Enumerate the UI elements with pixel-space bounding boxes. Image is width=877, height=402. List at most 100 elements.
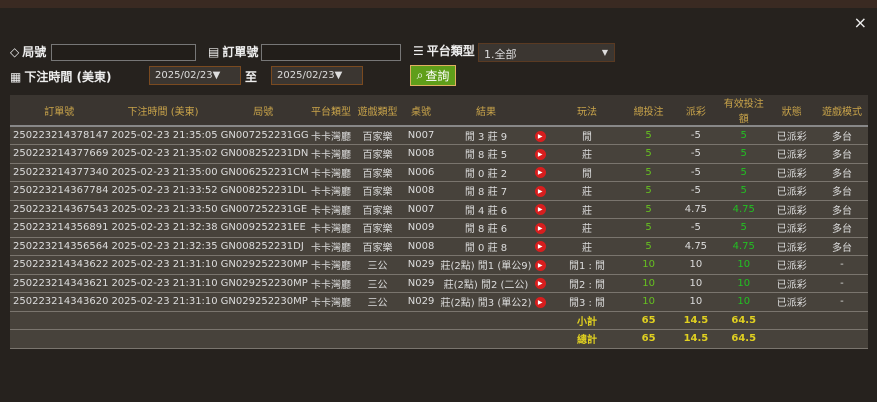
cell: 10 <box>625 274 673 293</box>
play-video-icon[interactable]: ▶ <box>534 222 546 234</box>
cell: 10 <box>625 292 673 312</box>
cell: 莊(2點) 閒3 (單公2) <box>440 292 532 312</box>
cell: GN009252231EE <box>217 218 309 238</box>
total-row: 總計 65 14.5 64.5 <box>10 329 868 349</box>
table-row: 250223214343620 2025-02-23 21:31:10 GN0292… <box>10 292 868 312</box>
cell: 多台 <box>815 163 868 182</box>
play-video-icon[interactable]: ▶ <box>534 204 546 216</box>
cell: N008 <box>401 181 441 201</box>
play-video-icon[interactable]: ▶ <box>534 241 546 253</box>
cell: 250223214378147 <box>10 126 109 145</box>
cell: 閒3 : 閒 <box>548 292 626 312</box>
table-row: 250223214356891 2025-02-23 21:32:38 GN0092… <box>10 218 868 238</box>
cell: GN029252230MP <box>217 274 309 293</box>
cell: 閒 8 莊 7 <box>440 181 532 201</box>
cell: 4.75 <box>719 200 768 219</box>
play-video-icon[interactable]: ▶ <box>534 130 546 142</box>
subtotal-bet: 65 <box>625 311 673 330</box>
cell: 5 <box>719 181 768 201</box>
cell: - <box>815 255 868 275</box>
column-header: 遊戲模式 <box>815 95 868 127</box>
play-video-icon[interactable]: ▶ <box>534 185 546 197</box>
order-input[interactable] <box>261 44 401 61</box>
cell: 5 <box>625 181 673 201</box>
cell: 2025-02-23 21:33:52 <box>108 181 218 201</box>
cell: 5 <box>719 218 768 238</box>
cell: 2025-02-23 21:31:10 <box>108 255 218 275</box>
column-header <box>531 95 549 127</box>
to-label: 至 <box>245 70 258 84</box>
table-row: 250223214377340 2025-02-23 21:35:00 GN0062… <box>10 163 868 182</box>
cell: GN006252231CM <box>217 163 309 182</box>
cell: 5 <box>625 218 673 238</box>
date-to[interactable]: 2025/02/23▼ <box>271 66 363 85</box>
play-video-icon[interactable]: ▶ <box>534 278 546 290</box>
cell: 多台 <box>815 218 868 238</box>
column-header: 派彩 <box>672 95 720 127</box>
time-label: ▦ 下注時間 (美東) <box>10 68 112 85</box>
query-label: 查詢 <box>425 69 450 83</box>
cell: 已派彩 <box>767 218 816 238</box>
column-header: 狀態 <box>767 95 816 127</box>
cell: 多台 <box>815 144 868 164</box>
play-video-icon[interactable]: ▶ <box>534 148 546 160</box>
cell: N006 <box>401 163 441 182</box>
cell: 莊 <box>548 181 626 201</box>
play-video-icon[interactable]: ▶ <box>534 259 546 271</box>
video-cell: ▶ <box>531 274 549 293</box>
empty-cell <box>353 311 402 330</box>
cell: 已派彩 <box>767 274 816 293</box>
cell: 10 <box>672 292 720 312</box>
cell: 5 <box>719 126 768 145</box>
play-video-icon[interactable]: ▶ <box>534 167 546 179</box>
round-input[interactable] <box>51 44 196 61</box>
cell: 閒1 : 閒 <box>548 255 626 275</box>
video-cell: ▶ <box>531 237 549 256</box>
total-bet: 65 <box>625 329 673 349</box>
cell: 莊(2點) 閒2 (二公) <box>440 274 532 293</box>
table-row: 250223214343621 2025-02-23 21:31:10 GN0292… <box>10 274 868 293</box>
date-from[interactable]: 2025/02/23▼ <box>149 66 241 85</box>
table-row: 250223214377669 2025-02-23 21:35:02 GN0082… <box>10 144 868 164</box>
column-header: 有效投注額 <box>719 95 768 127</box>
cell: 三公 <box>353 274 402 293</box>
cell: 10 <box>719 274 768 293</box>
cell: 卡卡灣廳 <box>308 274 354 293</box>
video-cell: ▶ <box>531 144 549 164</box>
cell: 250223214356891 <box>10 218 109 238</box>
chevron-down-icon: ▼ <box>601 48 608 57</box>
cell: 卡卡灣廳 <box>308 218 354 238</box>
table-row: 250223214343622 2025-02-23 21:31:10 GN0292… <box>10 255 868 275</box>
tag-icon: ◇ <box>10 44 20 59</box>
cell: N029 <box>401 274 441 293</box>
subtotal-label: 小計 <box>548 311 626 330</box>
cell: 已派彩 <box>767 200 816 219</box>
play-video-icon[interactable]: ▶ <box>534 296 546 308</box>
subtotal-valid: 64.5 <box>719 311 768 330</box>
empty-cell <box>108 311 218 330</box>
cell: N008 <box>401 144 441 164</box>
cell: 已派彩 <box>767 237 816 256</box>
cell: 10 <box>719 255 768 275</box>
close-icon[interactable]: × <box>853 13 867 32</box>
cell: 莊 <box>548 218 626 238</box>
cell: 閒 <box>548 126 626 145</box>
cell: -5 <box>672 126 720 145</box>
cell: 百家樂 <box>353 163 402 182</box>
cell: 閒 8 莊 6 <box>440 218 532 238</box>
cell: 閒 0 莊 8 <box>440 237 532 256</box>
total-payout: 14.5 <box>672 329 720 349</box>
query-button[interactable]: ⌕ 查詢 <box>410 65 456 86</box>
video-cell: ▶ <box>531 255 549 275</box>
cell: - <box>815 274 868 293</box>
total-valid: 64.5 <box>719 329 768 349</box>
cell: 5 <box>625 163 673 182</box>
column-header: 局號 <box>217 95 309 127</box>
search-icon: ⌕ <box>416 68 424 82</box>
cell: 10 <box>719 292 768 312</box>
cell: 已派彩 <box>767 292 816 312</box>
round-label-text: 局號 <box>22 45 47 59</box>
video-cell: ▶ <box>531 292 549 312</box>
platform-select[interactable]: 1.全部 ▼ <box>478 43 615 62</box>
cell: 10 <box>672 255 720 275</box>
